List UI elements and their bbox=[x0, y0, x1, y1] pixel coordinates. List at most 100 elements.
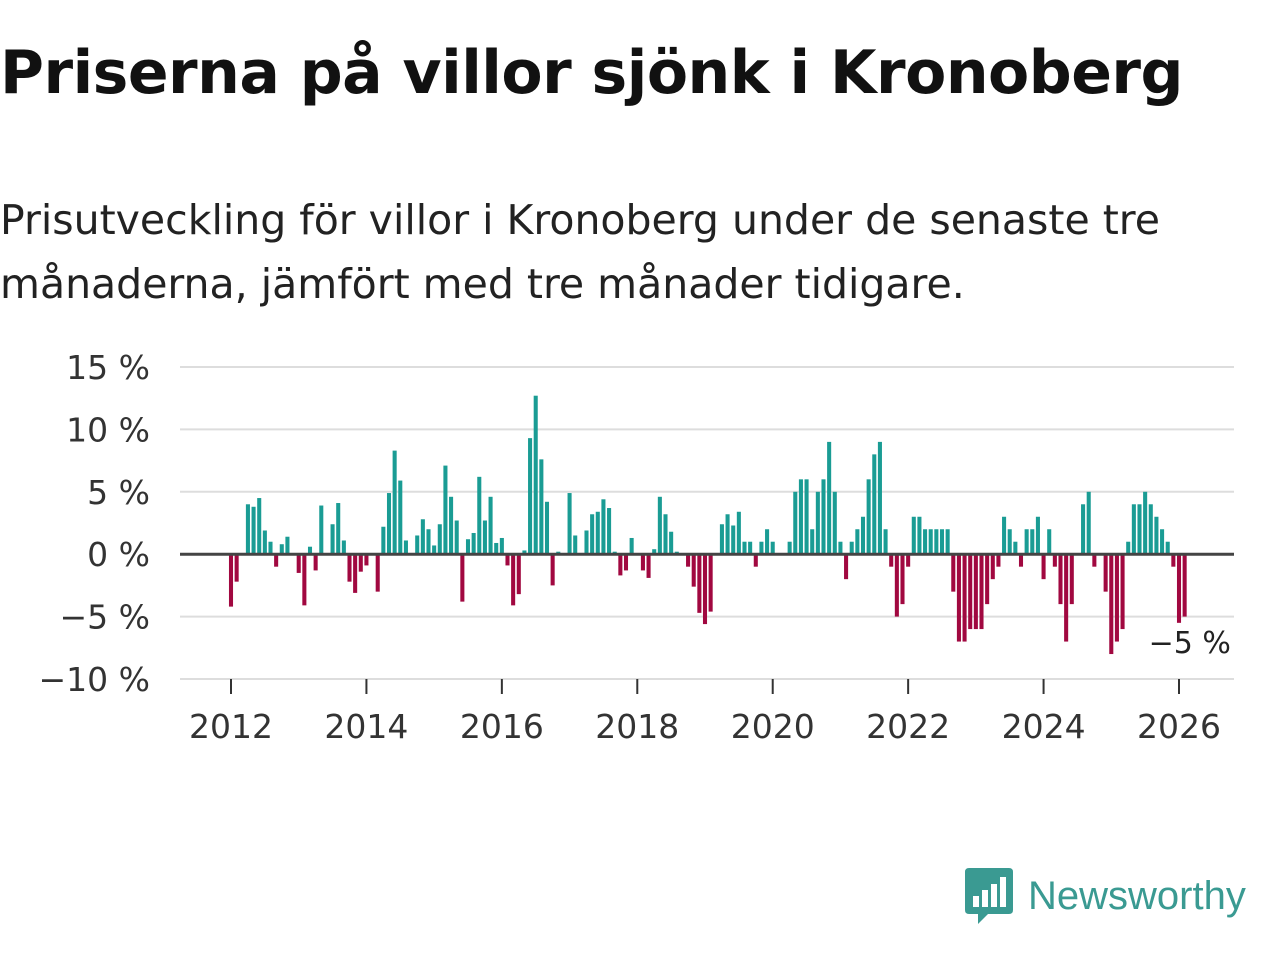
bar bbox=[302, 554, 307, 606]
bar bbox=[1041, 554, 1046, 580]
y-tick-label: 0 % bbox=[87, 535, 150, 574]
bar bbox=[1103, 554, 1108, 592]
bar bbox=[528, 438, 533, 555]
bar bbox=[798, 479, 803, 555]
bar bbox=[539, 459, 544, 555]
bar bbox=[285, 536, 290, 555]
bar bbox=[488, 496, 493, 555]
bar bbox=[945, 529, 950, 555]
bar bbox=[985, 554, 990, 605]
bar bbox=[618, 554, 623, 576]
bar bbox=[1069, 554, 1074, 605]
bar bbox=[228, 554, 234, 607]
bar bbox=[499, 537, 504, 555]
bar bbox=[245, 504, 250, 555]
bar bbox=[601, 499, 606, 555]
x-tick-label: 2018 bbox=[595, 707, 679, 746]
bar bbox=[956, 554, 961, 642]
bar bbox=[827, 441, 832, 555]
bar bbox=[906, 554, 911, 567]
bar bbox=[1160, 529, 1165, 555]
bar bbox=[522, 550, 527, 555]
bar bbox=[415, 535, 420, 555]
bar bbox=[341, 540, 346, 555]
bar bbox=[719, 524, 724, 555]
chart-subtitle: Prisutveckling för villor i Kronoberg un… bbox=[0, 196, 1160, 308]
bar bbox=[251, 506, 256, 555]
bar bbox=[386, 493, 392, 555]
newsworthy-logo-icon bbox=[965, 868, 1013, 924]
bar bbox=[973, 554, 978, 630]
bar bbox=[866, 479, 871, 555]
bar bbox=[1154, 516, 1159, 555]
bar bbox=[951, 554, 956, 592]
bar bbox=[392, 450, 397, 555]
bar bbox=[623, 554, 629, 571]
bar bbox=[319, 505, 324, 555]
bar bbox=[426, 529, 431, 555]
newsworthy-brand: Newsworthy bbox=[964, 866, 1246, 926]
bar bbox=[494, 542, 499, 555]
bar bbox=[353, 554, 358, 593]
bar bbox=[877, 441, 882, 555]
bar bbox=[313, 554, 318, 571]
bar bbox=[911, 516, 916, 555]
bar bbox=[336, 503, 341, 555]
bar bbox=[268, 541, 273, 555]
bar bbox=[804, 479, 809, 555]
bar bbox=[810, 529, 815, 555]
bar bbox=[765, 529, 770, 555]
bar bbox=[860, 516, 866, 555]
bar bbox=[928, 529, 933, 555]
bar bbox=[855, 529, 860, 555]
bar bbox=[1030, 529, 1035, 555]
x-tick-label: 2022 bbox=[866, 707, 950, 746]
bar bbox=[962, 554, 967, 642]
bar bbox=[1081, 504, 1086, 555]
bar bbox=[1114, 554, 1119, 642]
bar bbox=[697, 554, 702, 613]
bar bbox=[686, 554, 691, 567]
bar bbox=[838, 541, 843, 555]
bar bbox=[1131, 504, 1136, 555]
bar bbox=[1120, 554, 1125, 630]
bar bbox=[1092, 554, 1097, 567]
bar bbox=[793, 491, 798, 555]
bar bbox=[1143, 491, 1148, 555]
bar bbox=[1058, 554, 1063, 605]
bar bbox=[364, 554, 369, 566]
bar bbox=[669, 531, 674, 555]
bar bbox=[567, 493, 572, 555]
bar bbox=[533, 395, 538, 555]
bar bbox=[437, 524, 442, 555]
bar bbox=[742, 541, 747, 555]
bar bbox=[279, 544, 284, 555]
bar bbox=[821, 479, 826, 555]
bar bbox=[731, 525, 736, 555]
y-tick-label: 5 % bbox=[87, 473, 150, 512]
bar bbox=[477, 476, 482, 555]
bar bbox=[917, 516, 922, 555]
bar bbox=[1086, 491, 1091, 555]
bar bbox=[753, 554, 758, 567]
bar bbox=[646, 554, 651, 578]
bar bbox=[262, 530, 267, 555]
bar bbox=[934, 529, 939, 555]
bar bbox=[748, 541, 753, 555]
bar bbox=[787, 541, 792, 555]
bar bbox=[736, 511, 741, 555]
bar bbox=[1047, 529, 1052, 555]
bar bbox=[1035, 516, 1040, 555]
bars bbox=[228, 395, 1187, 655]
y-tick-label: −10 % bbox=[39, 660, 151, 699]
bar bbox=[1171, 554, 1176, 567]
bar bbox=[1137, 504, 1142, 555]
bar bbox=[968, 554, 973, 630]
bar bbox=[482, 520, 487, 555]
bar bbox=[234, 554, 239, 582]
bar bbox=[607, 508, 612, 555]
bar bbox=[894, 554, 899, 617]
bar bbox=[420, 519, 425, 555]
bar bbox=[725, 514, 730, 555]
y-tick-label: −5 % bbox=[60, 598, 151, 637]
